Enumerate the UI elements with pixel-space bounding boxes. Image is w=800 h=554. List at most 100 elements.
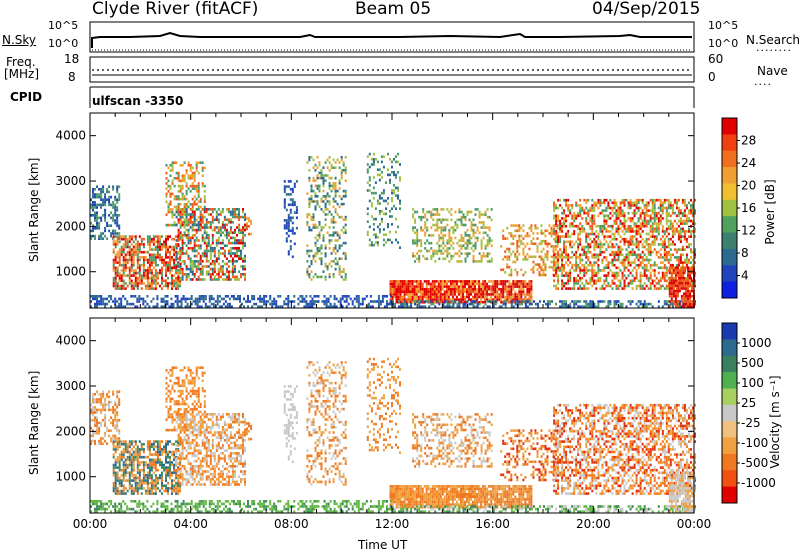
- heatmap-cell: [623, 237, 626, 241]
- heatmap-cell: [659, 206, 662, 210]
- heatmap-cell: [587, 269, 590, 272]
- heatmap-cell: [448, 302, 451, 306]
- heatmap-cell: [559, 235, 562, 238]
- heatmap-cell: [108, 224, 111, 227]
- heatmap-cell: [191, 213, 194, 216]
- heatmap-cell: [316, 252, 319, 255]
- heatmap-cell: [130, 263, 133, 267]
- heatmap-cell: [492, 287, 495, 291]
- heatmap-cell: [324, 254, 327, 258]
- heatmap-cell: [468, 252, 471, 255]
- heatmap-cell: [534, 242, 537, 246]
- heatmap-cell: [385, 241, 387, 244]
- heatmap-cell: [553, 261, 556, 264]
- heatmap-cell: [338, 205, 341, 208]
- heatmap-cell: [683, 209, 686, 212]
- heatmap-cell: [301, 295, 304, 298]
- heatmap-cell: [207, 234, 210, 237]
- heatmap-cell: [185, 228, 188, 232]
- heatmap-cell: [655, 211, 658, 215]
- heatmap-cell: [611, 287, 614, 290]
- heatmap-cell: [561, 261, 564, 264]
- heatmap-cell: [225, 244, 228, 247]
- heatmap-cell: [104, 302, 107, 306]
- heatmap-cell: [496, 298, 499, 301]
- heatmap-cell: [561, 230, 564, 233]
- heatmap-cell: [308, 213, 311, 216]
- heatmap-cell: [130, 274, 133, 277]
- heatmap-cell: [195, 228, 198, 232]
- heatmap-cell: [625, 258, 628, 262]
- heatmap-cell: [112, 284, 115, 288]
- heatmap-cell: [391, 287, 394, 291]
- heatmap-cell: [338, 247, 341, 250]
- heatmap-cell: [579, 240, 582, 244]
- heatmap-cell: [567, 214, 570, 218]
- heatmap-cell: [303, 305, 306, 308]
- heatmap-cell: [344, 169, 347, 172]
- heatmap-cell: [464, 223, 467, 227]
- heatmap-cell: [338, 187, 341, 190]
- heatmap-cell: [213, 270, 216, 273]
- heatmap-cell: [193, 247, 196, 250]
- heatmap-cell: [484, 287, 487, 291]
- heatmap-cell: [431, 290, 434, 294]
- heatmap-cell: [432, 208, 435, 211]
- heatmap-cell: [142, 274, 145, 277]
- heatmap-cell: [651, 263, 654, 267]
- heatmap-cell: [301, 300, 304, 303]
- heatmap-cell: [389, 158, 391, 161]
- heatmap-cell: [524, 293, 527, 296]
- heatmap-cell: [179, 221, 182, 224]
- heatmap-cell: [593, 240, 596, 244]
- heatmap-cell: [623, 263, 626, 267]
- heatmap-cell: [173, 213, 176, 216]
- heatmap-cell: [118, 261, 121, 264]
- heatmap-cell: [585, 206, 588, 210]
- heatmap-cell: [289, 208, 292, 212]
- heatmap-cell: [92, 190, 94, 194]
- heatmap-cell: [201, 273, 204, 276]
- heatmap-cell: [154, 271, 157, 275]
- heatmap-cell: [94, 193, 96, 196]
- heatmap-cell: [197, 184, 200, 188]
- heatmap-cell: [318, 257, 321, 260]
- heatmap-cell: [627, 253, 630, 257]
- heatmap-cell: [197, 208, 200, 211]
- heatmap-cell: [339, 300, 342, 303]
- heatmap-cell: [637, 279, 640, 283]
- heatmap-cell: [555, 287, 558, 290]
- heatmap-cell: [445, 295, 448, 299]
- heatmap-cell: [148, 282, 151, 285]
- heatmap-cell: [118, 287, 121, 290]
- heatmap-cell: [369, 305, 372, 308]
- heatmap-cell: [367, 305, 370, 308]
- heatmap-cell: [669, 219, 672, 223]
- heatmap-cell: [657, 232, 660, 236]
- heatmap-cell: [498, 282, 501, 286]
- heatmap-cell: [361, 297, 364, 301]
- heatmap-cell: [419, 282, 422, 286]
- heatmap-cell: [464, 300, 466, 304]
- heatmap-cell: [510, 298, 513, 301]
- heatmap-cell: [344, 257, 347, 260]
- heatmap-cell: [201, 218, 204, 221]
- heatmap-cell: [291, 200, 294, 204]
- freq-unit: [MHz]: [4, 67, 40, 81]
- heatmap-cell: [310, 195, 313, 198]
- heatmap-cell: [340, 202, 343, 206]
- heatmap-cell: [591, 217, 594, 220]
- heatmap-cell: [488, 239, 491, 242]
- heatmap-cell: [651, 211, 654, 215]
- heatmap-cell: [201, 236, 204, 240]
- heatmap-cell: [556, 226, 559, 230]
- heatmap-cell: [643, 214, 646, 218]
- heatmap-cell: [191, 265, 194, 268]
- heatmap-cell: [185, 252, 188, 255]
- heatmap-cell: [657, 217, 660, 220]
- heatmap-cell: [332, 247, 335, 250]
- heatmap-cell: [171, 266, 173, 270]
- heatmap-cell: [581, 263, 584, 267]
- heatmap-cell: [179, 231, 182, 234]
- heatmap-cell: [159, 240, 161, 244]
